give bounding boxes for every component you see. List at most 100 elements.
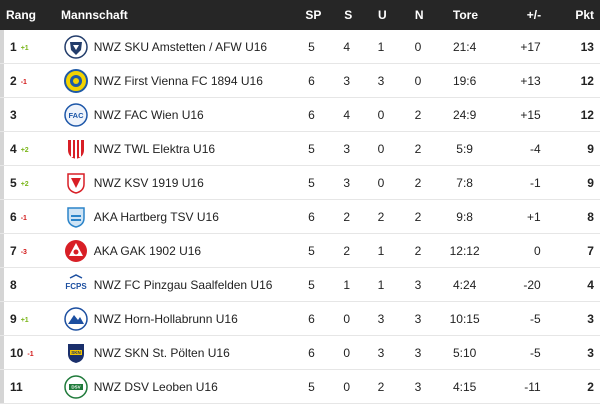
rank-change: +1 xyxy=(20,44,29,52)
team-name[interactable]: NWZ Horn-Hollabrunn U16 xyxy=(93,311,238,326)
cell-sp: 5 xyxy=(308,379,315,394)
table-row[interactable]: 7 -3 AKA GAK 1902 U16 5 2 1 2 12:12 0 7 xyxy=(0,234,600,268)
team-name[interactable]: NWZ DSV Leoben U16 xyxy=(93,379,218,394)
cell-tore: 4:15 xyxy=(452,379,477,394)
cell-u: 1 xyxy=(377,277,385,292)
skn-st-poelten-logo: SKN xyxy=(58,341,94,365)
cell-diff: -5 xyxy=(530,311,541,326)
rank-number: 3 xyxy=(10,107,17,122)
cell-u: 1 xyxy=(377,39,385,54)
cell-u: 1 xyxy=(377,243,385,258)
cell-n: 3 xyxy=(414,277,422,292)
rank-change: +2 xyxy=(20,180,29,188)
cell-tore: 21:4 xyxy=(452,39,477,54)
rank-cell: 3 xyxy=(0,108,58,122)
cell-u: 0 xyxy=(377,107,385,122)
table-body: 1 +1 NWZ SKU Amstetten / AFW U16 5 4 1 0 21:4 +1… xyxy=(0,30,600,404)
team-name[interactable]: NWZ SKN St. Pölten U16 xyxy=(93,345,230,360)
col-n[interactable]: N xyxy=(414,8,424,22)
cell-sp: 5 xyxy=(308,175,315,190)
col-pkt[interactable]: Pkt xyxy=(575,8,594,22)
cell-pkt: 12 xyxy=(580,107,594,122)
cell-s: 2 xyxy=(343,209,351,224)
cell-n: 2 xyxy=(414,175,422,190)
cell-sp: 6 xyxy=(308,73,315,88)
cell-n: 2 xyxy=(414,243,422,258)
cell-s: 1 xyxy=(343,277,351,292)
cell-pkt: 3 xyxy=(587,345,594,360)
col-tore[interactable]: Tore xyxy=(452,8,479,22)
cell-s: 4 xyxy=(343,39,351,54)
team-name[interactable]: AKA Hartberg TSV U16 xyxy=(93,209,219,224)
col-mannschaft[interactable]: Mannschaft xyxy=(61,8,128,22)
cell-diff: -5 xyxy=(530,345,541,360)
rank-cell: 6 -1 xyxy=(0,210,58,224)
table-row[interactable]: 11 DSV NWZ DSV Leoben U16 5 0 2 3 4:15 -11 2 xyxy=(0,370,600,404)
col-u[interactable]: U xyxy=(377,8,387,22)
rank-change: -1 xyxy=(20,214,27,222)
col-s[interactable]: S xyxy=(344,8,353,22)
table-row[interactable]: 9 +1 NWZ Horn-Hollabrunn U16 6 0 3 3 10:15 -5 3 xyxy=(0,302,600,336)
cell-u: 3 xyxy=(377,311,385,326)
cell-diff: +13 xyxy=(520,73,541,88)
cell-n: 3 xyxy=(414,311,422,326)
cell-tore: 4:24 xyxy=(452,277,477,292)
cell-sp: 5 xyxy=(308,277,315,292)
col-rang[interactable]: Rang xyxy=(6,8,36,22)
cell-tore: 12:12 xyxy=(449,243,480,258)
table-row[interactable]: 2 -1 NWZ First Vienna FC 1894 U16 6 3 3 0 19:6 +… xyxy=(0,64,600,98)
first-vienna-logo xyxy=(58,68,94,93)
cell-sp: 6 xyxy=(308,209,315,224)
table-row[interactable]: 5 +2 NWZ KSV 1919 U16 5 3 0 2 7:8 -1 9 xyxy=(0,166,600,200)
rank-cell: 9 +1 xyxy=(0,312,58,326)
rank-number: 11 xyxy=(10,379,23,394)
team-name[interactable]: NWZ First Vienna FC 1894 U16 xyxy=(93,73,263,88)
rank-cell: 10 -1 xyxy=(0,346,58,360)
ksv-1919-logo xyxy=(58,171,94,195)
cell-u: 2 xyxy=(377,379,385,394)
rank-cell: 11 xyxy=(0,380,58,394)
svg-text:FAC: FAC xyxy=(68,111,84,120)
rank-number: 10 xyxy=(10,345,24,360)
col-diff[interactable]: +/- xyxy=(526,8,542,22)
rank-cell: 4 +2 xyxy=(0,142,58,156)
cell-tore: 5:9 xyxy=(456,141,473,156)
table-row[interactable]: 6 -1 AKA Hartberg TSV U16 6 2 2 2 9:8 +1 8 xyxy=(0,200,600,234)
team-name[interactable]: NWZ FC Pinzgau Saalfelden U16 xyxy=(93,277,273,292)
rank-change: +1 xyxy=(20,316,29,324)
cell-s: 0 xyxy=(343,345,351,360)
cell-tore: 10:15 xyxy=(449,311,480,326)
team-name[interactable]: NWZ FAC Wien U16 xyxy=(93,107,204,122)
rank-change: -3 xyxy=(20,248,27,256)
cell-s: 3 xyxy=(343,175,351,190)
cell-s: 3 xyxy=(343,73,351,88)
cell-n: 2 xyxy=(414,141,422,156)
table-row[interactable]: 3 FAC NWZ FAC Wien U16 6 4 0 2 24:9 +15 12 xyxy=(0,98,600,132)
table-row[interactable]: 8 FCPS NWZ FC Pinzgau Saalfelden U16 5 1 1 3 4:… xyxy=(0,268,600,302)
cell-u: 0 xyxy=(377,175,385,190)
col-sp[interactable]: SP xyxy=(305,8,322,22)
cell-u: 3 xyxy=(377,345,385,360)
team-name[interactable]: AKA GAK 1902 U16 xyxy=(93,243,202,258)
cell-n: 2 xyxy=(414,107,422,122)
rank-number: 8 xyxy=(10,277,17,292)
cell-u: 2 xyxy=(377,209,385,224)
table-header: Rang Mannschaft SP S U N Tore +/- Pkt xyxy=(0,0,600,30)
cell-sp: 5 xyxy=(308,39,315,54)
cell-sp: 6 xyxy=(308,311,315,326)
table-row[interactable]: 4 +2 NWZ TWL Elektra U16 5 3 0 2 5:9 -4 9 xyxy=(0,132,600,166)
cell-pkt: 8 xyxy=(587,209,594,224)
team-name[interactable]: NWZ TWL Elektra U16 xyxy=(93,141,216,156)
svg-text:FCPS: FCPS xyxy=(65,282,87,291)
cell-diff: -11 xyxy=(524,379,541,394)
team-name[interactable]: NWZ KSV 1919 U16 xyxy=(93,175,204,190)
cell-diff: +17 xyxy=(520,39,541,54)
twl-elektra-logo xyxy=(58,137,94,161)
rank-number: 4 xyxy=(10,141,17,156)
cell-n: 3 xyxy=(414,345,422,360)
rank-cell: 2 -1 xyxy=(0,74,58,88)
table-row[interactable]: 1 +1 NWZ SKU Amstetten / AFW U16 5 4 1 0 21:4 +1… xyxy=(0,30,600,64)
table-row[interactable]: 10 -1 SKN NWZ SKN St. Pölten U16 6 0 3 3 5:10 -5 3 xyxy=(0,336,600,370)
team-name[interactable]: NWZ SKU Amstetten / AFW U16 xyxy=(93,39,268,54)
